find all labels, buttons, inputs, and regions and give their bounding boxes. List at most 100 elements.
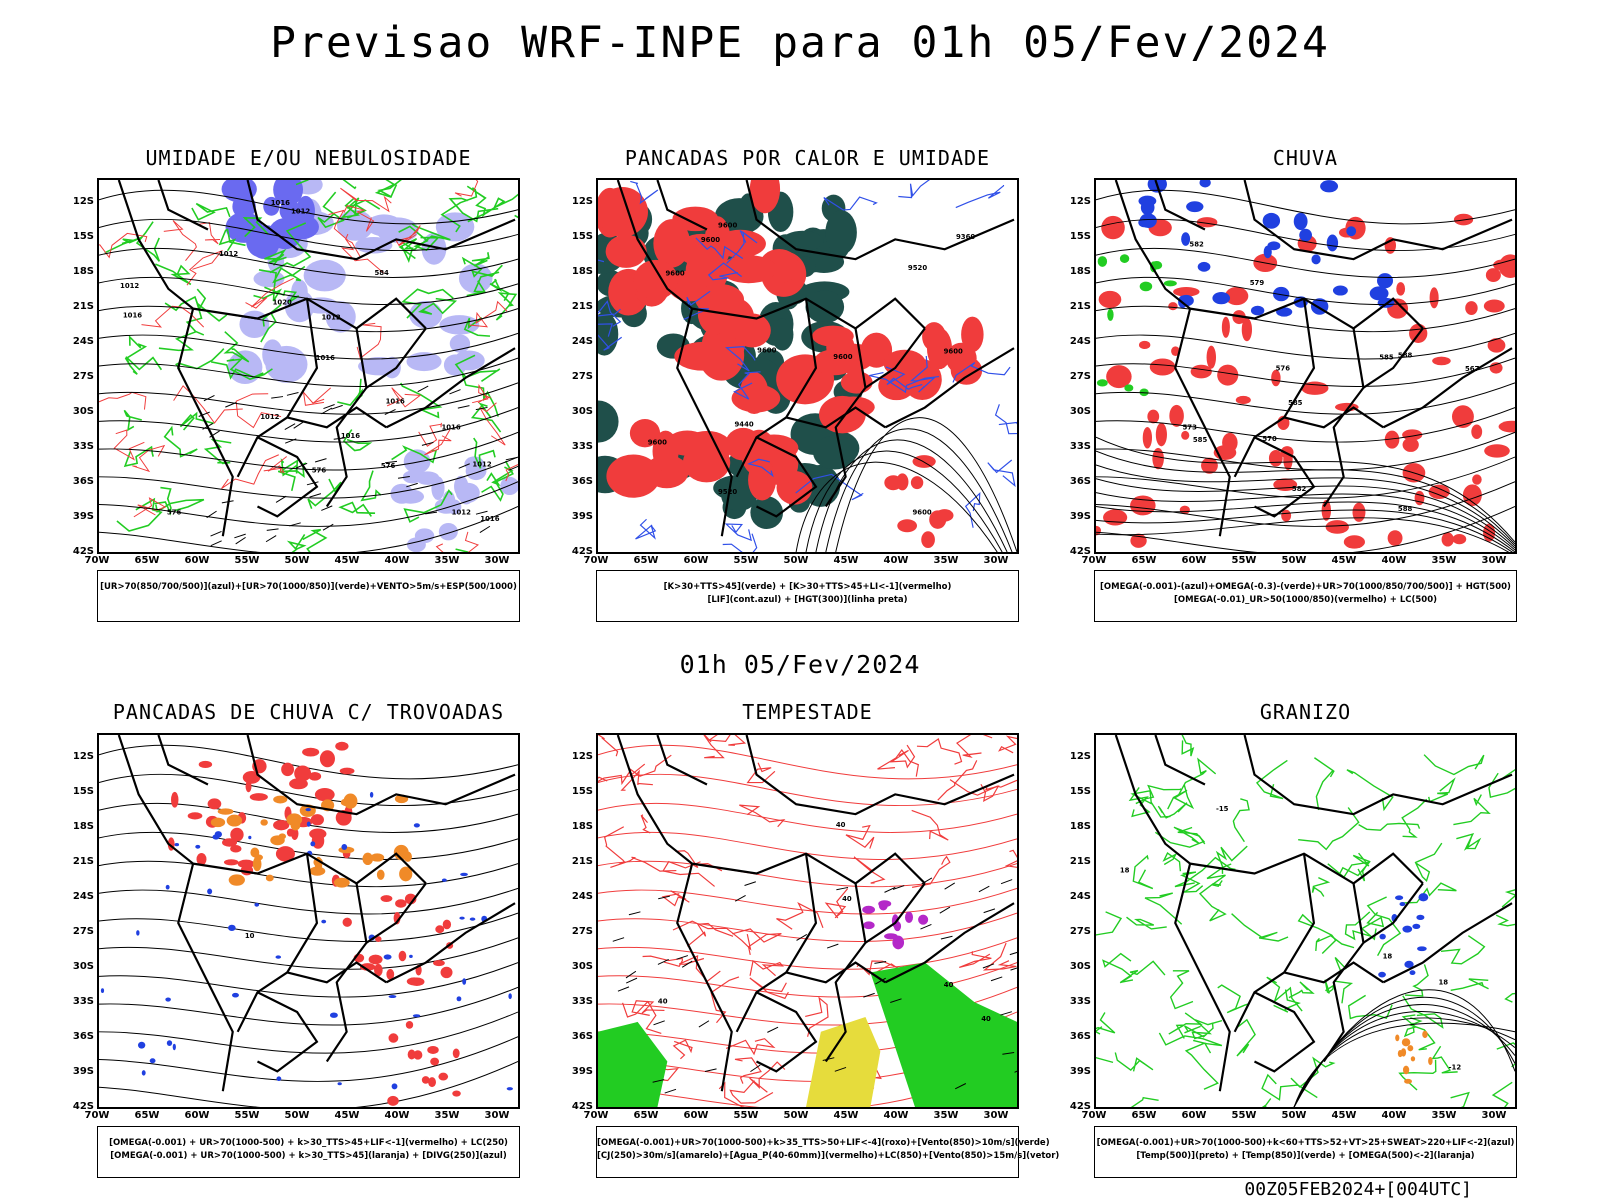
thunderstorm-red (290, 827, 299, 840)
precipitable-water-contour (877, 749, 920, 777)
rain-omega-ur (1241, 317, 1253, 342)
rain-omega-green (1163, 280, 1177, 287)
contour-label: 588 (1398, 505, 1413, 513)
omega-500-orange (1428, 1056, 1433, 1066)
thickness-contour (418, 422, 442, 447)
lifted-index-contour (683, 290, 711, 320)
lon-tick-label: 60W (184, 555, 210, 566)
rain-omega-ur (1471, 424, 1483, 439)
lon-tick-label: 70W (84, 1110, 110, 1121)
thunderstorm-red (308, 771, 322, 781)
precipitable-water-contour (710, 976, 740, 1024)
thunderstorm-red (438, 1072, 449, 1081)
divergence-250 (305, 807, 311, 812)
panel-title-granizo: GRANIZO (1259, 700, 1352, 724)
humidity-1000-850-contour (226, 358, 273, 381)
rain-omega-ur (1096, 525, 1102, 536)
isobar (99, 332, 518, 360)
instability-li (714, 229, 766, 258)
legend-line: [OMEGA(-0.001) + UR>70(1000-500) + k>30_… (110, 1151, 507, 1161)
lon-tick-label: 65W (1131, 1110, 1157, 1121)
instability-li (725, 427, 762, 461)
lon-tick-label: 70W (1081, 1110, 1107, 1121)
omega-500-orange (1401, 1038, 1411, 1047)
rain-omega-ur (1152, 447, 1164, 470)
lat-tick-label: 36S (1069, 1031, 1091, 1042)
map-granizo: -15 -12 18 18 18 (1094, 733, 1517, 1109)
lifted-index-contour (964, 492, 981, 528)
lat-tick-label: 18S (571, 821, 593, 832)
rain-omega-blue (1197, 261, 1211, 272)
hgt-300-contour (835, 417, 1017, 552)
lon-tick-label: 70W (583, 555, 609, 566)
rain-omega-green (1139, 281, 1153, 292)
contour-label: 584 (374, 269, 389, 277)
instability-li (652, 430, 679, 472)
temp-850-contour (1347, 994, 1393, 1020)
hail-blue (1417, 946, 1427, 952)
humidity-1000-850-contour (163, 425, 198, 458)
lat-tick-label: 30S (72, 961, 94, 972)
wind-vector (505, 456, 518, 461)
lat-tick-label: 12S (571, 196, 593, 207)
rain-omega-blue (1140, 199, 1155, 216)
thunderstorm-red (421, 1076, 430, 1084)
humidity-850-500-light (409, 300, 443, 329)
rain-omega-blue (1332, 285, 1348, 296)
instability-li (910, 476, 924, 490)
divergence-250 (321, 919, 327, 924)
lon-tick-label: 30W (1481, 555, 1507, 566)
thunderstorm-orange (343, 793, 358, 809)
humidity-1000-850-contour (218, 228, 246, 252)
divergence-250 (166, 1040, 173, 1046)
precipitable-water-contour (603, 826, 626, 865)
humidity-1000-850-contour (185, 301, 228, 333)
instability-li (698, 329, 745, 381)
isobar (99, 481, 518, 527)
humidity-1000-850-contour (179, 411, 214, 431)
streamline-850 (598, 912, 1017, 943)
wind-vector (734, 894, 746, 902)
lon-tick-label: 50W (284, 555, 310, 566)
lifted-index-contour (987, 459, 1016, 488)
lat-tick-label: 21S (571, 856, 593, 867)
wind-vector (1000, 1011, 1012, 1016)
lifted-index-contour (823, 196, 878, 211)
wind-vector (457, 405, 470, 409)
wind-vector (210, 540, 222, 547)
temp-500-contour (1293, 1017, 1515, 1107)
rain-omega-ur (1485, 268, 1501, 283)
precipitable-water-contour (686, 922, 734, 947)
humidity-1000-850-contour (286, 534, 307, 552)
contour-label: 1012 (472, 461, 491, 469)
lifted-index-contour (695, 237, 744, 260)
thickness-contour (99, 391, 147, 410)
humidity-1000-850-contour (104, 236, 143, 254)
contour-label: 570 (1262, 435, 1277, 443)
rain-omega-ur (1221, 316, 1230, 338)
wind-vector (225, 402, 237, 408)
legend-tempestade: [OMEGA(-0.001)+UR>70(1000-500)+k>35_TTS>… (596, 1126, 1059, 1178)
wind-vector (425, 511, 438, 515)
temp-850-contour (1154, 826, 1206, 848)
rain-omega-ur (1387, 530, 1403, 546)
thickness-contour (435, 531, 479, 552)
lat-tick-label: 36S (1069, 476, 1091, 487)
precipitable-water-contour (980, 783, 1000, 803)
lat-tick-label: 24S (571, 336, 593, 347)
omega-500-orange (1422, 1030, 1428, 1039)
lat-tick-label: 18S (571, 266, 593, 277)
panel-title-chuva: CHUVA (1272, 146, 1339, 170)
lat-tick-label: 24S (72, 336, 94, 347)
contour-label: 9520 (908, 264, 927, 272)
temp-850-contour (1360, 911, 1385, 941)
panel-title-tempestade: TEMPESTADE (742, 700, 873, 724)
wind-vector (875, 977, 886, 985)
wind-vector (314, 458, 327, 463)
humidity-1000-850-contour (489, 278, 510, 302)
wind-vector (508, 465, 518, 471)
instability-li (897, 519, 918, 533)
streamline (1096, 305, 1515, 333)
lifted-index-contour (725, 345, 756, 372)
rain-omega-ur (1098, 290, 1122, 309)
